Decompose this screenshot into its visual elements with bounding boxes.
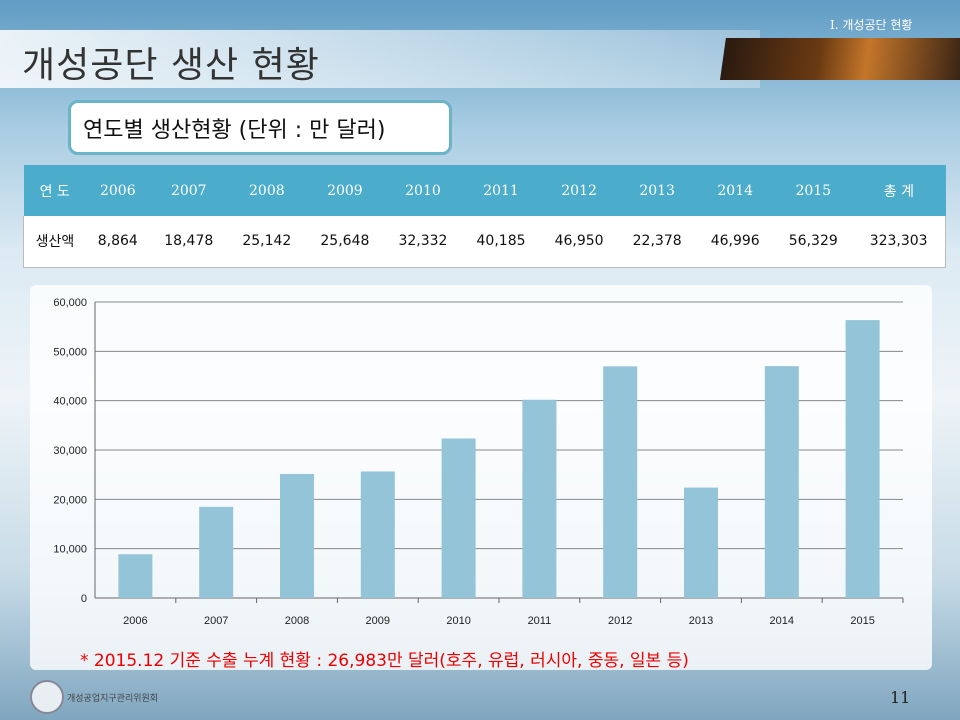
column-header: 2011 [461,165,541,216]
bar [360,471,395,598]
table-cell: 25,142 [227,216,306,268]
column-header: 2007 [149,165,228,216]
column-header: 총 계 [852,165,946,216]
table-cell: 323,303 [852,216,947,268]
y-tick-label: 40,000 [53,396,87,408]
column-header: 2010 [383,165,462,216]
y-tick-label: 30,000 [53,445,87,457]
table-cell: 8,864 [85,216,150,268]
x-tick-label: 2014 [770,615,794,627]
bar [199,506,234,598]
y-tick-label: 50,000 [53,346,87,358]
y-tick-label: 0 [81,593,87,605]
table-row: 생산액 8,864 18,478 25,142 25,648 32,332 40,185 46… [22,216,947,268]
x-tick-label: 2007 [204,615,228,627]
subtitle-box: 연도별 생산현황 (단위 : 만 달러) [68,100,452,155]
x-tick-label: 2012 [608,615,632,627]
table-cell: 56,329 [774,216,853,268]
title-band [0,30,760,88]
emblem-icon [30,680,64,714]
bar [118,554,153,598]
column-header: 2009 [305,165,384,216]
x-tick-label: 2013 [689,615,713,627]
column-header: 2012 [540,165,619,216]
table-cell: 생산액 [22,216,86,268]
column-header: 2006 [85,165,150,216]
bar [441,438,476,598]
production-table: 연 도 2006 2007 2008 2009 2010 2011 2012 2013 2014 2… [22,165,947,268]
x-tick-label: 2009 [366,615,390,627]
logo: 개성공업지구관리위원회 [30,680,158,714]
bar [764,366,799,598]
x-tick-label: 2011 [528,615,552,627]
column-header: 2014 [696,165,775,216]
bar [522,399,557,598]
table-cell: 46,996 [696,216,775,268]
table-header-row: 연 도 2006 2007 2008 2009 2010 2011 2012 2013 2014 2… [23,165,946,216]
x-tick-label: 2006 [123,615,147,627]
bar [280,473,314,598]
x-tick-label: 2008 [285,615,309,627]
y-tick-label: 10,000 [53,544,87,556]
x-tick-label: 2010 [446,615,470,627]
table-cell: 22,378 [618,216,697,268]
bar [845,320,880,598]
column-header: 2013 [618,165,697,216]
y-tick-label: 60,000 [53,297,87,309]
section-label: Ⅰ. 개성공단 현황 [830,18,913,32]
column-header: 2008 [227,165,306,216]
table-cell: 25,648 [305,216,384,268]
table-cell: 40,185 [461,216,541,268]
page-title: 개성공단 생산 현황 [22,45,320,86]
table-cell: 18,478 [149,216,228,268]
y-tick-label: 20,000 [53,494,87,506]
table-cell: 32,332 [383,216,462,268]
page-number: 11 [890,688,911,707]
column-header: 연 도 [23,165,86,216]
bar [603,366,638,598]
column-header: 2015 [774,165,853,216]
footnote: * 2015.12 기준 수출 누계 현황 : 26,983만 달러(호주, 유… [80,651,689,671]
table-cell: 46,950 [540,216,619,268]
x-tick-label: 2015 [850,615,874,627]
logo-text: 개성공업지구관리위원회 [67,693,159,704]
bar [684,487,718,598]
